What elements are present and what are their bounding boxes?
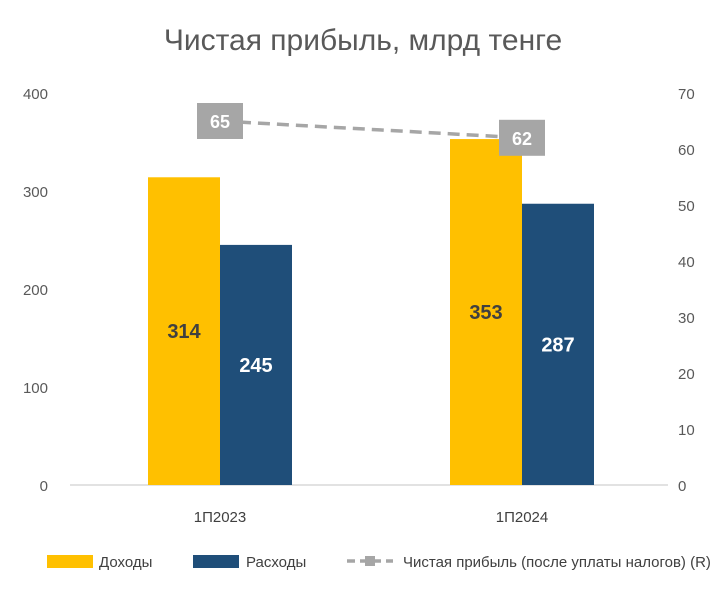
right-tick-label: 0 xyxy=(678,478,686,495)
net-profit-label-box xyxy=(197,103,243,139)
right-tick-label: 20 xyxy=(678,366,695,383)
bar-data-label: 353 xyxy=(469,302,502,324)
bar-data-label: 245 xyxy=(239,355,272,377)
left-tick-label: 200 xyxy=(23,282,48,299)
bar-income xyxy=(148,177,220,485)
legend-swatch xyxy=(193,555,239,568)
left-axis: 0 100 200 300 400 xyxy=(23,86,48,495)
left-tick-label: 100 xyxy=(23,380,48,397)
chart-title: Чистая прибыль, млрд тенге xyxy=(164,24,562,57)
category-label: 1П2023 xyxy=(194,509,247,526)
right-tick-label: 70 xyxy=(678,86,695,103)
left-tick-label: 0 xyxy=(40,478,48,495)
bars: 314 353 245 287 xyxy=(148,139,594,486)
right-axis: 0 10 20 30 40 50 60 70 xyxy=(678,86,695,495)
net-profit-label-box xyxy=(499,119,545,156)
right-tick-label: 50 xyxy=(678,198,695,215)
bar-expenses xyxy=(220,244,292,485)
right-tick-label: 10 xyxy=(678,422,695,439)
net-profit-label: 65 xyxy=(210,112,230,132)
right-tick-label: 30 xyxy=(678,310,695,327)
bar-data-label: 287 xyxy=(541,334,574,356)
bar-income xyxy=(450,139,522,485)
right-tick-label: 40 xyxy=(678,254,695,271)
net-profit-line xyxy=(219,119,523,140)
legend-label: Чистая прибыль (после уплаты налогов) (R… xyxy=(403,554,711,571)
legend: Доходы Расходы Чистая прибыль (после уплат… xyxy=(47,554,711,571)
bar-data-label: 314 xyxy=(167,321,201,343)
line-series: 65 62 xyxy=(197,103,545,156)
legend-label: Доходы xyxy=(99,554,152,571)
legend-marker xyxy=(365,556,375,566)
x-axis: 1П2023 1П2024 xyxy=(194,509,549,526)
left-tick-label: 300 xyxy=(23,184,48,201)
bar-expenses xyxy=(522,203,594,486)
net-profit-label: 62 xyxy=(512,129,532,149)
right-tick-label: 60 xyxy=(678,142,695,159)
legend-label: Расходы xyxy=(246,554,306,571)
legend-swatch xyxy=(47,555,93,568)
left-tick-label: 400 xyxy=(23,86,48,103)
category-label: 1П2024 xyxy=(496,509,549,526)
